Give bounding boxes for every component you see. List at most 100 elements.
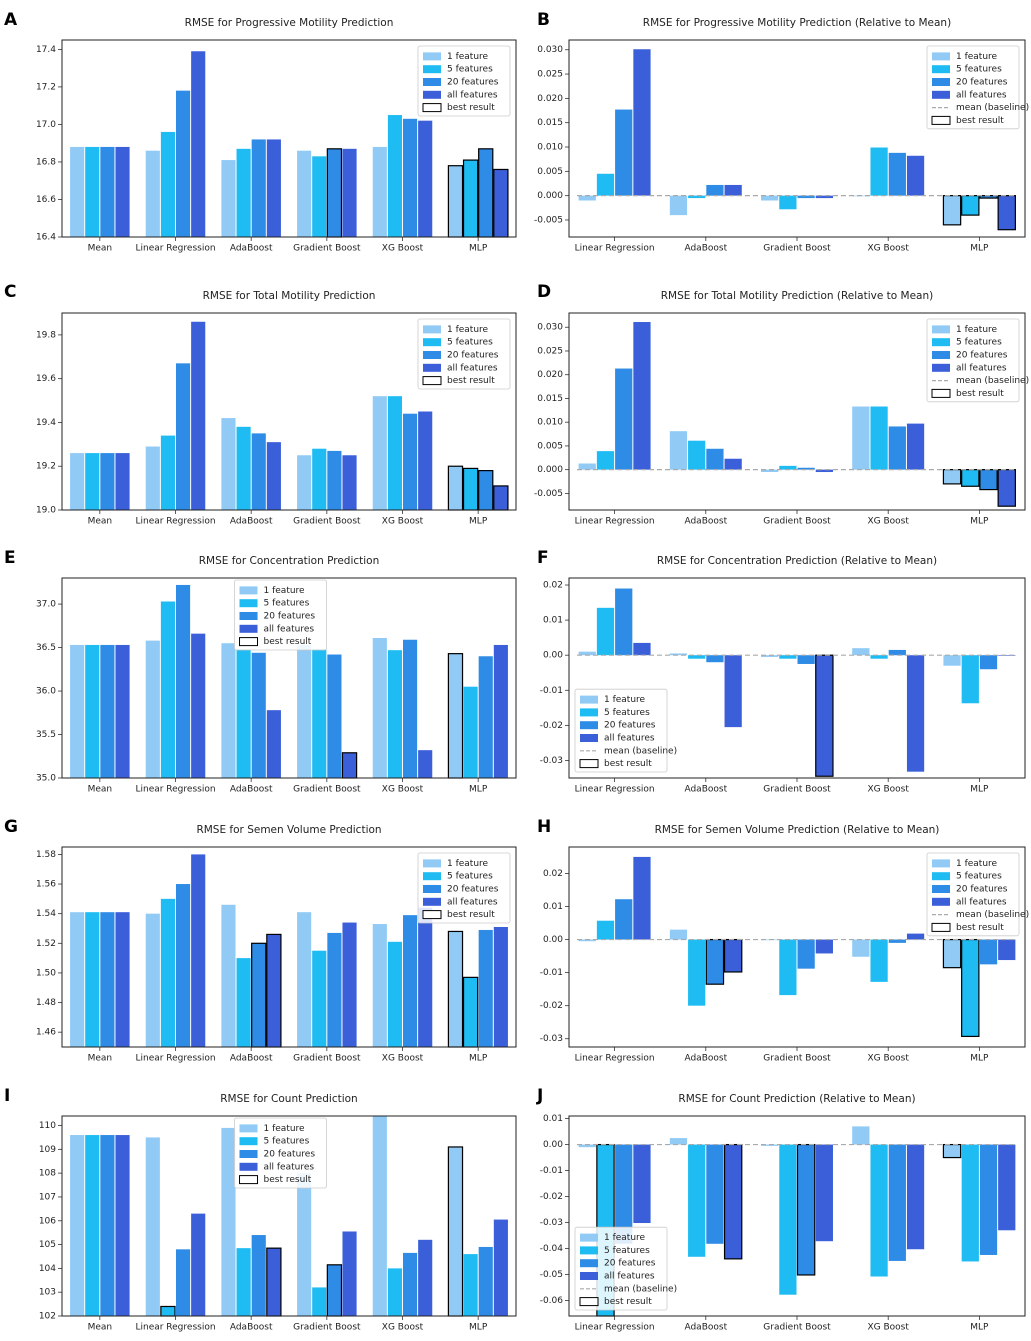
- legend-swatch: [423, 363, 441, 372]
- bar-20-features: [796, 1143, 816, 1276]
- y-tick-label: 17.0: [36, 120, 56, 130]
- bar-all-features: [266, 442, 281, 510]
- x-tick-label: Linear Regression: [575, 1323, 655, 1333]
- bar-all-features: [191, 51, 206, 237]
- legend-label: all features: [604, 1272, 655, 1282]
- bar-1-feature: [297, 644, 312, 778]
- x-tick-label: MLP: [469, 517, 488, 527]
- chart-title: RMSE for Progressive Motility Prediction: [185, 17, 394, 29]
- bar-1-feature: [145, 446, 160, 510]
- plot-frame: [61, 312, 517, 511]
- legend-label: 5 features: [264, 599, 310, 609]
- legend: 1 feature 5 features 20 features all featur…: [926, 45, 1029, 130]
- legend-label: 20 features: [447, 885, 499, 895]
- bar-20-features: [979, 655, 998, 670]
- legend-swatch: [931, 388, 951, 398]
- bar-all-features: [906, 1144, 925, 1250]
- x-tick-label: Linear Regression: [135, 1323, 215, 1333]
- legend-label: mean (baseline): [956, 910, 1029, 920]
- x-tick-label: Linear Regression: [575, 1054, 655, 1064]
- legend-swatch: [422, 376, 442, 386]
- bar-all-features: [115, 1135, 130, 1316]
- legend-label: all features: [956, 363, 1007, 373]
- bar-1-feature: [145, 913, 160, 1047]
- bar-all-features: [815, 1144, 833, 1242]
- bar-20-features: [478, 929, 493, 1047]
- bar-1-feature: [372, 146, 387, 237]
- legend: 1 feature 5 features 20 features all featur…: [574, 1226, 677, 1311]
- legend-label: 20 features: [604, 721, 656, 731]
- y-tick-label: 17.2: [36, 82, 56, 92]
- x-tick-label: AdaBoost: [684, 785, 727, 795]
- legend-label: mean (baseline): [604, 746, 677, 756]
- legend-label: 1 feature: [447, 325, 489, 335]
- y-tick-label: -0.04: [540, 1244, 564, 1254]
- y-tick-label: -0.02: [540, 1001, 563, 1011]
- bar-5-features: [236, 649, 251, 778]
- bar-5-features: [312, 649, 327, 778]
- panel-letter: B: [537, 10, 550, 30]
- y-tick-label: 109: [39, 1145, 56, 1155]
- bar-1-feature: [669, 195, 688, 216]
- y-tick-label: -0.01: [540, 968, 563, 978]
- x-tick-label: XG Boost: [382, 1323, 424, 1333]
- bar-20-features: [888, 152, 906, 196]
- bar-20-features: [326, 1264, 343, 1317]
- y-tick-label: 0.025: [537, 346, 563, 356]
- x-tick-label: Gradient Boost: [763, 1054, 831, 1064]
- x-tick-label: Gradient Boost: [763, 244, 831, 254]
- panel-letter: G: [4, 817, 18, 837]
- bar-1-feature: [447, 1146, 464, 1317]
- bar-5-features: [312, 950, 327, 1047]
- chart-title: RMSE for Count Prediction (Relative to M…: [678, 1093, 915, 1105]
- panel-F: F RMSE for Concentration Prediction (Rela…: [537, 548, 1026, 795]
- x-tick-label: XG Boost: [382, 244, 424, 254]
- bar-1-feature: [761, 1144, 779, 1146]
- legend-swatch: [580, 721, 598, 730]
- bar-5-features: [387, 650, 402, 778]
- legend-swatch: [423, 351, 441, 359]
- bar-20-features: [251, 652, 266, 778]
- panel-D: D RMSE for Total Motility Prediction (Rel…: [534, 282, 1029, 527]
- legend-swatch: [932, 351, 950, 359]
- x-tick-label: MLP: [469, 244, 488, 254]
- y-tick-label: 35.5: [36, 730, 56, 740]
- bar-5-features: [870, 147, 888, 196]
- bar-all-features: [418, 120, 433, 237]
- bar-1-feature: [221, 904, 236, 1047]
- bar-20-features: [251, 433, 266, 510]
- y-tick-label: -0.02: [540, 721, 563, 731]
- bar-20-features: [327, 450, 342, 510]
- bar-1-feature: [70, 912, 85, 1047]
- bar-20-features: [100, 146, 115, 237]
- bar-all-features: [266, 1247, 282, 1317]
- legend-label: 1 feature: [956, 325, 998, 335]
- x-tick-label: XG Boost: [867, 517, 909, 527]
- y-tick-label: 1.48: [36, 998, 56, 1008]
- panel-letter: J: [536, 1086, 543, 1106]
- bar-5-features: [961, 469, 980, 487]
- bar-1-feature: [70, 453, 85, 510]
- legend-label: 1 feature: [956, 859, 998, 869]
- bar-5-features: [387, 941, 402, 1047]
- bar-20-features: [706, 655, 724, 663]
- panel-C: C RMSE for Total Motility Prediction 19.0 1…: [4, 282, 517, 527]
- plot-frame: [61, 577, 517, 779]
- y-tick-label: 1.46: [36, 1028, 56, 1038]
- bar-all-features: [997, 195, 1016, 231]
- bar-5-features: [387, 396, 402, 510]
- bar-20-features: [706, 184, 724, 196]
- bar-5-features: [463, 686, 478, 778]
- y-tick-label: -0.03: [540, 756, 563, 766]
- bar-5-features: [688, 939, 706, 1006]
- legend-label: 5 features: [264, 1137, 310, 1147]
- legend-swatch: [932, 859, 950, 868]
- x-tick-label: Linear Regression: [575, 785, 655, 795]
- y-tick-label: 104: [39, 1264, 56, 1274]
- bar-20-features: [403, 915, 418, 1047]
- plot-frame: [568, 1115, 1026, 1317]
- bar-5-features: [160, 131, 175, 237]
- bar-all-features: [633, 49, 651, 196]
- legend-label: best result: [447, 910, 495, 920]
- x-tick-label: MLP: [970, 1054, 989, 1064]
